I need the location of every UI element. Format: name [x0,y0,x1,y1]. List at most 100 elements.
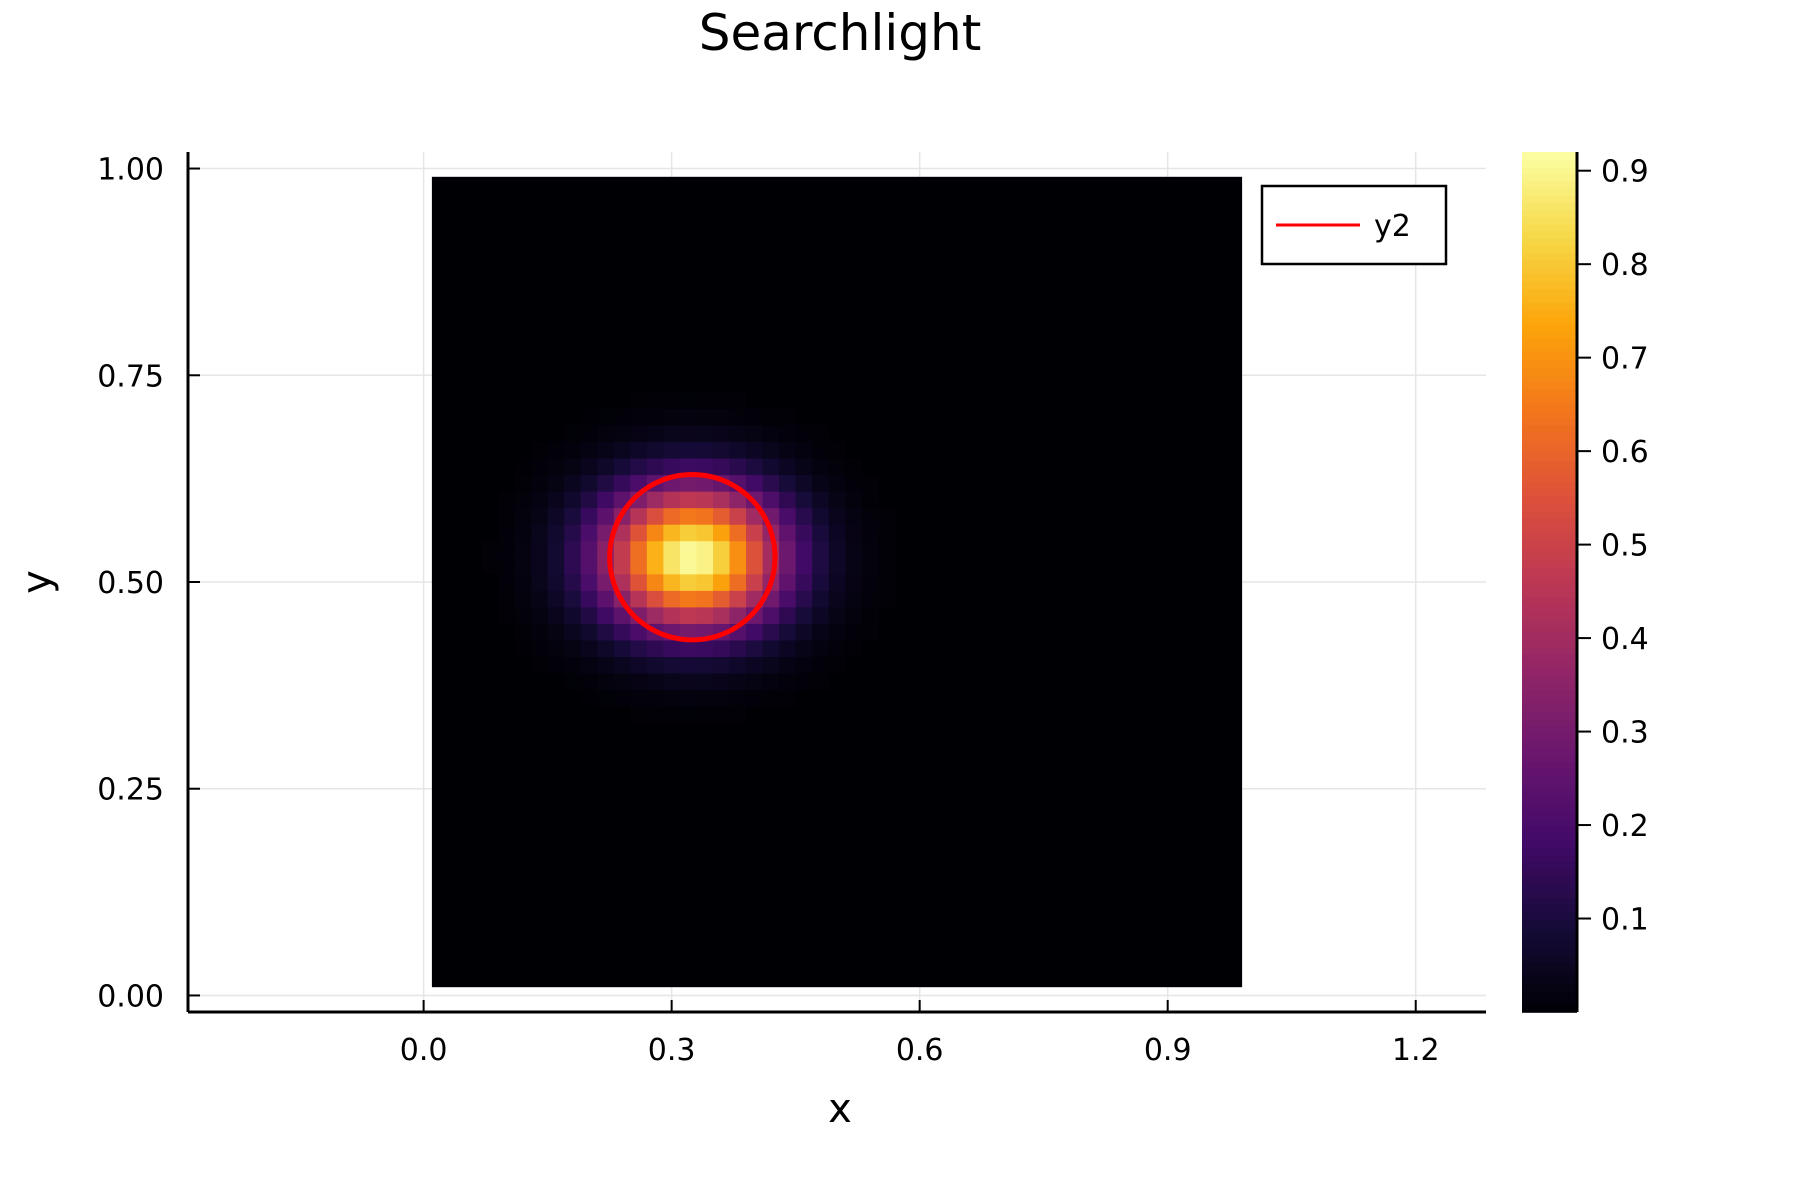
colorbar-segment [1522,431,1577,440]
colorbar-segment [1522,395,1577,404]
heatmap-cell [547,491,565,509]
colorbar-segment [1522,646,1577,655]
heatmap-cell [580,524,598,542]
colorbar-segment [1522,947,1577,956]
colorbar-segment [1522,832,1577,841]
heatmap-cell [613,441,631,459]
colorbar-segment [1522,603,1577,612]
heatmap-cell [746,639,764,658]
colorbar-segment [1522,488,1577,497]
heatmap-cell [779,540,797,558]
heatmap-cell [746,457,764,476]
colorbar-segment [1522,496,1577,504]
heatmap-cell [630,557,648,575]
heatmap-cell [779,424,797,443]
colorbar-segment [1522,768,1577,777]
heatmap-cell [580,491,598,509]
colorbar-segment [1522,367,1577,375]
colorbar-segment [1522,474,1577,483]
heatmap-cell [646,540,664,558]
heatmap-cell [613,656,631,674]
heatmap-cell [613,672,631,691]
heatmap-cell [762,424,780,443]
heatmap-cell [597,491,615,509]
y-tick-label: 0.00 [97,979,164,1014]
colorbar-segment [1522,660,1577,669]
heatmap-cell [646,491,664,509]
heatmap-cell [580,441,598,459]
colorbar-segment [1522,969,1577,977]
heatmap-cell [547,590,565,608]
heatmap-cell [812,474,830,492]
heatmap-cell [795,573,813,591]
colorbar-segment [1522,453,1577,461]
heatmap-cell [663,524,681,542]
heatmap-cell [712,606,731,624]
heatmap-cell [746,689,764,707]
heatmap-cell [712,656,731,674]
heatmap-cell [795,590,813,608]
heatmap-cell [828,524,846,542]
colorbar-segment [1522,668,1577,676]
heatmap-cell [696,507,714,525]
heatmap-cell [812,590,830,608]
heatmap-cell [696,424,714,443]
heatmap-cell [597,507,615,525]
heatmap-cell [646,457,664,476]
heatmap-cell [696,540,714,558]
heatmap-cell [613,557,631,575]
heatmap-cell [679,474,698,492]
heatmap-cell [597,441,615,459]
series-y2-line [607,471,778,643]
colorbar-segment [1522,374,1577,383]
heatmap-cell [812,639,830,658]
heatmap-cell [729,689,747,707]
heatmap-cell [597,457,615,476]
colorbar-segment [1522,610,1577,619]
heatmap-cell [812,424,830,443]
heatmap-cell [712,672,731,691]
x-tick-label: 0.3 [648,1033,696,1068]
heatmap-cell [861,540,879,558]
colorbar-segment [1522,725,1577,734]
heatmap-cell [746,606,764,624]
heatmap-cell [514,573,532,591]
heatmap-cell [762,689,780,707]
heatmap-cell [564,491,582,509]
heatmap-cell [580,507,598,525]
colorbar-segment [1522,574,1577,583]
heatmap-cell [663,507,681,525]
heatmap-cell [531,590,549,608]
heatmap-cell [613,573,631,591]
heatmap-cell [779,474,797,492]
colorbar-segment [1522,531,1577,540]
heatmap-cell [564,524,582,542]
heatmap-cell [630,507,648,525]
colorbar-segment [1522,410,1577,418]
heatmap-cell [547,606,565,624]
heatmap-cell [696,524,714,542]
heatmap-cell [531,606,549,624]
heatmap-cell [795,507,813,525]
heatmap-cell [861,606,879,624]
heatmap-cell [696,573,714,591]
heatmap-cell [646,557,664,575]
heatmap-cell [696,491,714,509]
colorbar: 0.1 0.2 0.3 0.4 0.5 0.6 0.7 0.8 0.9 [1522,152,1649,1013]
colorbar-segment [1522,625,1577,633]
heatmap-cell [729,656,747,674]
heatmap-cell [564,540,582,558]
heatmap-cell [630,706,648,724]
colorbar-segment [1522,503,1577,512]
heatmap-cell [498,507,516,525]
heatmap-cell [729,573,747,591]
colorbar-segment [1522,653,1577,662]
heatmap-cell [630,573,648,591]
colorbar-segment [1522,675,1577,684]
colorbar-segment [1522,202,1577,211]
heatmap-cell [762,623,780,641]
heatmap-cell [580,474,598,492]
heatmap-cell [861,557,879,575]
heatmap-cell [630,623,648,641]
heatmap-cell [531,639,549,658]
